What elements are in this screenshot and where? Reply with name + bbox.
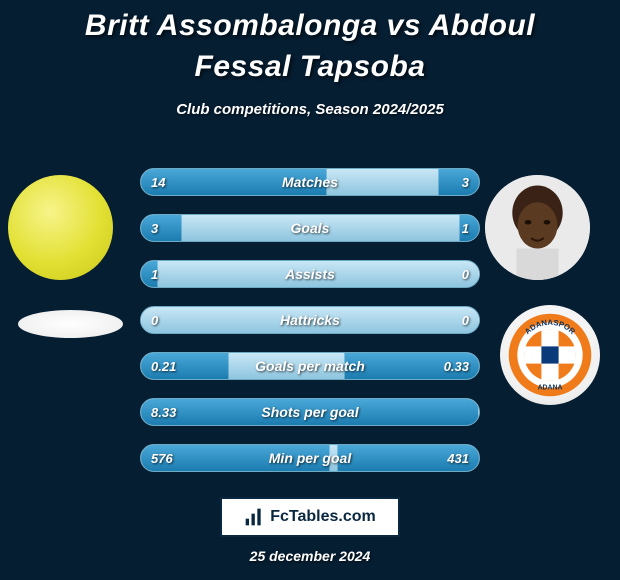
svg-text:ADANA: ADANA [538,384,563,391]
stat-label: Goals per match [141,353,479,379]
stat-row-assists: 1 Assists 0 [140,260,480,288]
player-right-club-badge: ADANASPOR ADANA [500,305,600,405]
stat-row-goals: 3 Goals 1 [140,214,480,242]
subtitle: Club competitions, Season 2024/2025 [0,101,620,118]
stat-label: Hattricks [141,307,479,333]
bar-chart-icon [244,507,264,527]
stat-row-matches: 14 Matches 3 [140,168,480,196]
stat-label: Goals [141,215,479,241]
stat-value-right: 0.33 [444,353,469,379]
stats-comparison: 14 Matches 3 3 Goals 1 1 Assists 0 0 Hat… [140,168,480,490]
stat-row-hattricks: 0 Hattricks 0 [140,306,480,334]
page-title: Britt Assombalonga vs Abdoul Fessal Taps… [0,0,620,87]
footer-brand-text: FcTables.com [270,508,376,526]
stat-label: Min per goal [141,445,479,471]
stat-label: Shots per goal [141,399,479,425]
player-right-photo [485,175,590,280]
stat-row-shots-per-goal: 8.33 Shots per goal [140,398,480,426]
stat-value-right: 3 [462,169,469,195]
stat-row-goals-per-match: 0.21 Goals per match 0.33 [140,352,480,380]
stat-row-min-per-goal: 576 Min per goal 431 [140,444,480,472]
stat-value-right: 0 [462,261,469,287]
stat-value-right: 0 [462,307,469,333]
face-placeholder-icon [485,175,590,280]
stat-label: Assists [141,261,479,287]
stat-value-right: 1 [462,215,469,241]
stat-label: Matches [141,169,479,195]
player-left-club-badge [18,310,123,338]
footer-brand: FcTables.com [220,497,400,537]
stat-value-right: 431 [447,445,469,471]
player-left-photo [8,175,113,280]
adanaspor-badge-icon: ADANASPOR ADANA [507,312,593,398]
footer-date: 25 december 2024 [0,548,620,564]
